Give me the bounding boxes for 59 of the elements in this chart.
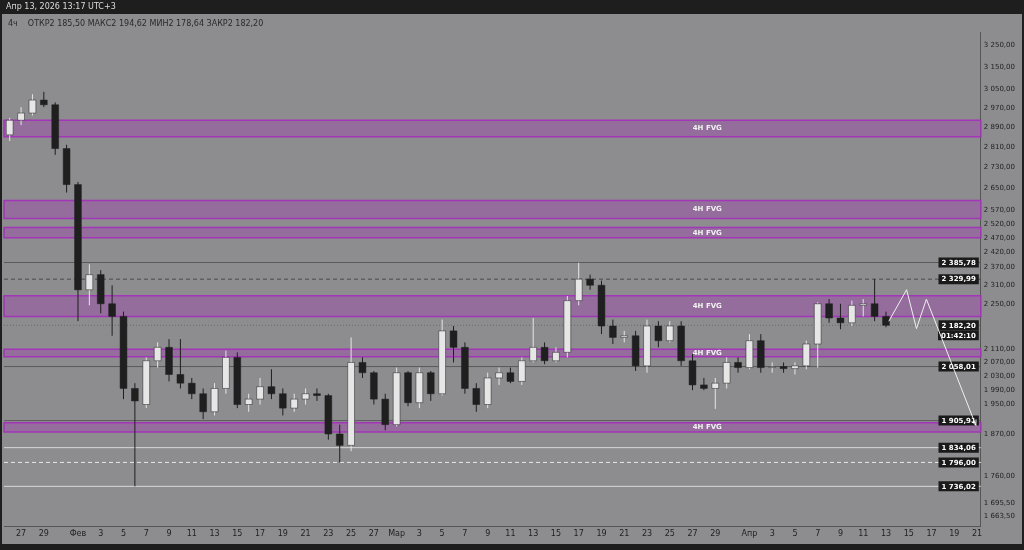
- x-tick-label: 21: [971, 529, 983, 539]
- x-tick-label: 7: [815, 529, 821, 539]
- candlestick: [529, 317, 537, 363]
- x-tick-label: 9: [166, 529, 172, 539]
- text: Апр 13, 2026 13:17 UTC+3: [5, 1, 117, 13]
- x-tick-label: 9: [837, 529, 844, 539]
- x-tick-label: 7: [462, 529, 468, 539]
- candlestick: [700, 377, 708, 391]
- candlestick: [791, 361, 799, 375]
- x-tick-label: 3: [769, 529, 775, 539]
- candlestick: [427, 370, 435, 402]
- x-tick-label: 19: [277, 529, 288, 539]
- x-tick-label: 19: [596, 529, 607, 539]
- x-tick-label: 13: [209, 529, 220, 539]
- candlestick: [108, 284, 116, 337]
- x-tick-label: 17: [926, 529, 937, 539]
- candlestick: [768, 361, 776, 374]
- x-tick-label: Мар: [388, 529, 406, 539]
- x-tick-label: 19: [949, 529, 960, 539]
- x-tick-label: 21: [300, 529, 311, 539]
- x-tick-label: 13: [528, 529, 539, 539]
- x-tick-label: 3: [416, 529, 422, 539]
- candlestick: [734, 356, 742, 374]
- candlestick: [256, 377, 264, 406]
- x-tick-label: 15: [903, 529, 914, 539]
- candlestick: [723, 356, 731, 389]
- x-tick-label: 15: [232, 529, 243, 539]
- candlestick: [518, 356, 526, 386]
- x-tick-label: 11: [858, 529, 869, 539]
- x-tick-label: 5: [120, 529, 127, 539]
- x-tick-label: 13: [880, 529, 892, 539]
- candlestick: [472, 382, 480, 413]
- x-tick-label: 23: [323, 529, 334, 539]
- x-tick-label: 11: [505, 529, 516, 539]
- x-tick-label: 7: [143, 529, 149, 539]
- x-tick-label: Фев: [69, 529, 87, 539]
- x-tick-label: 21: [619, 529, 630, 539]
- x-tick-label: 5: [439, 529, 445, 539]
- x-tick-label: 29: [710, 529, 721, 539]
- x-tick-label: 25: [664, 529, 675, 539]
- x-tick-label: 23: [641, 529, 653, 539]
- x-tick-label: 15: [550, 529, 562, 539]
- candlestick: [279, 387, 287, 416]
- x-tick-label: 29: [38, 529, 49, 539]
- candlestick: [199, 387, 207, 420]
- x-tick-label: 3: [98, 529, 104, 539]
- chart-subtitle: ОТКР2 185,50 МАКС2 194,62 МИН2 178,64 ЗАКР2 182,20: [27, 19, 264, 28]
- x-tick-label: 27: [687, 529, 698, 539]
- x-tick-label: Апр: [741, 529, 758, 539]
- x-tick-label: 27: [15, 529, 27, 539]
- candlestick: [313, 387, 321, 402]
- chart-title: 4ч: [8, 19, 18, 28]
- x-tick-label: 5: [792, 529, 798, 539]
- x-tick-label: 17: [254, 529, 266, 539]
- x-tick-label: 17: [573, 529, 584, 539]
- x-tick-label: 25: [346, 529, 357, 539]
- x-tick-label: 11: [186, 529, 197, 539]
- x-tick-label: 27: [368, 529, 379, 539]
- x-tick-label: 9: [485, 529, 491, 539]
